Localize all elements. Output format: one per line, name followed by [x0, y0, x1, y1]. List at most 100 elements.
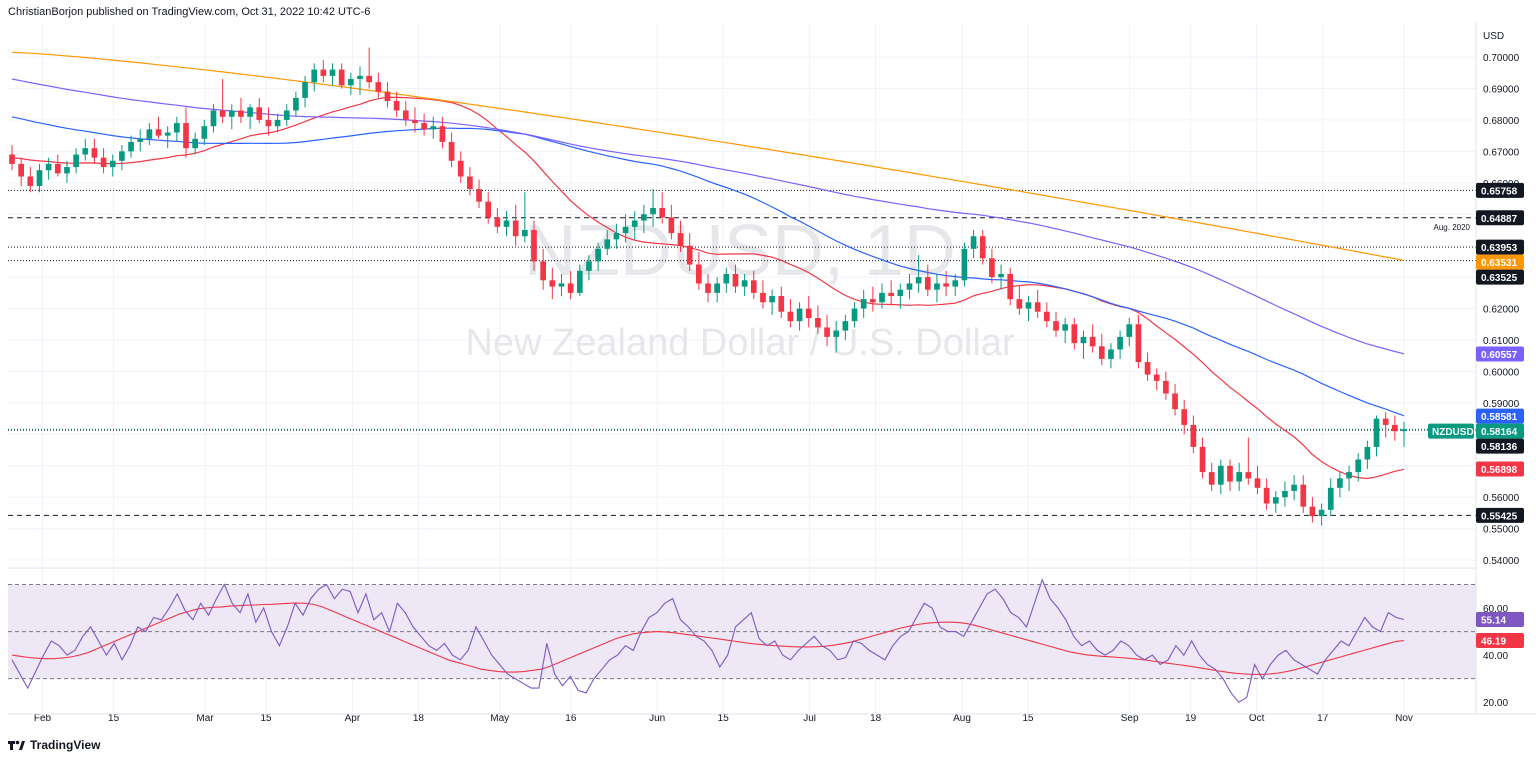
candle-body [283, 110, 290, 120]
price-label-box [1476, 182, 1524, 198]
price-label-text: 0.65758 [1481, 186, 1518, 197]
price-axis-label: 0.63531 [1476, 254, 1524, 270]
candle-body [348, 79, 354, 86]
candle-body [302, 82, 308, 98]
candle-body [650, 207, 656, 215]
price-tick-label: 0.69000 [1483, 84, 1520, 95]
candle-body [613, 233, 620, 240]
time-tick-label: 16 [565, 713, 577, 724]
price-label-box [1476, 507, 1524, 523]
rsi-ma-line [11, 602, 1405, 675]
candle-body [119, 151, 125, 161]
candle-body [1199, 446, 1206, 473]
price-tick-label: 0.60000 [1483, 367, 1520, 378]
candle-body [549, 280, 556, 287]
candle-body [787, 311, 794, 322]
candle-body [1108, 349, 1114, 359]
time-tick-label: Jul [803, 713, 816, 724]
candle-body [750, 280, 757, 293]
time-tick-label: 18 [870, 713, 882, 724]
sma-line [11, 51, 1405, 261]
candle-body [430, 126, 437, 130]
footer-brand[interactable]: TradingView [8, 738, 100, 752]
candle-body [1364, 446, 1371, 460]
candle-body [906, 283, 913, 290]
price-label-text: 0.64887 [1481, 214, 1518, 225]
symbol-tag: NZDUSD [1428, 423, 1474, 439]
candle-body [979, 236, 986, 259]
candle-body [567, 283, 574, 293]
candle-body [256, 107, 263, 120]
candle-body [595, 248, 601, 262]
price-label-box [1476, 461, 1524, 477]
candle-body [1218, 465, 1224, 485]
candle-body [1272, 497, 1279, 504]
time-tick-label: Sep [1121, 713, 1139, 724]
candle-body [622, 226, 629, 234]
candle-body [1282, 490, 1288, 498]
rsi-tick-label: 60.00 [1483, 604, 1508, 615]
price-tick-label: 0.67000 [1483, 147, 1520, 158]
sma-line [11, 78, 1405, 355]
candle-body [137, 138, 144, 142]
candle-body [448, 141, 455, 161]
candle-body [1291, 484, 1297, 491]
candle-body [1245, 472, 1252, 479]
candle-body [531, 229, 537, 262]
candle-body [494, 217, 501, 227]
symbol-tag-box [1428, 423, 1474, 439]
candle-body [952, 280, 959, 287]
time-tick-label: Mar [196, 713, 214, 724]
candle-body [723, 273, 730, 284]
price-label-text: 0.63525 [1481, 273, 1518, 284]
candle-body [128, 141, 134, 152]
candle-body [769, 296, 775, 303]
candle-body [668, 217, 675, 234]
candle-body [888, 292, 894, 296]
candle-body [45, 163, 52, 171]
candle-body [1355, 459, 1362, 473]
candle-body [329, 69, 336, 76]
candle-body [805, 308, 812, 319]
price-label-text: 55.14 [1481, 615, 1506, 626]
candle-body [36, 170, 43, 186]
candle-body [82, 148, 89, 155]
candle-body [1337, 478, 1343, 488]
price-tick-label: 0.61000 [1483, 336, 1520, 347]
candle-body [357, 75, 363, 80]
candle-body [210, 110, 217, 127]
time-tick-label: Feb [34, 713, 52, 724]
candle-body [943, 283, 949, 287]
price-label-text: 0.56898 [1481, 465, 1518, 476]
candle-body [1181, 409, 1188, 425]
candle-body [421, 123, 427, 130]
candle-body [1053, 321, 1059, 331]
candle-body [1346, 472, 1352, 479]
candle-body [146, 129, 153, 139]
candle-body [100, 157, 107, 168]
candle-body [238, 110, 244, 117]
candle-body [366, 75, 372, 83]
candle-body [219, 110, 226, 117]
price-label-box [1476, 633, 1524, 649]
price-axis-label: 0.65758 [1476, 182, 1524, 198]
candle-body [228, 110, 235, 117]
watermark-description: New Zealand Dollar / U.S. Dollar [465, 322, 1014, 364]
candle-body [1135, 324, 1142, 363]
candle-body [265, 119, 272, 127]
candle-body [1144, 362, 1151, 375]
candle-body [1126, 324, 1133, 337]
candle-body [1016, 299, 1023, 309]
candle-body [842, 321, 849, 331]
candle-body [1025, 302, 1032, 309]
price-tick-label: 0.62000 [1483, 305, 1520, 316]
price-axis-label: 0.63525 [1476, 269, 1524, 285]
candle-body [870, 299, 876, 303]
price-label-text: 0.58581 [1481, 412, 1518, 423]
candle-body [192, 138, 198, 149]
price-axis-label: 0.58136 [1476, 438, 1524, 454]
candle-body [1254, 478, 1261, 488]
candle-body [778, 296, 785, 312]
candle-body [1263, 487, 1270, 504]
